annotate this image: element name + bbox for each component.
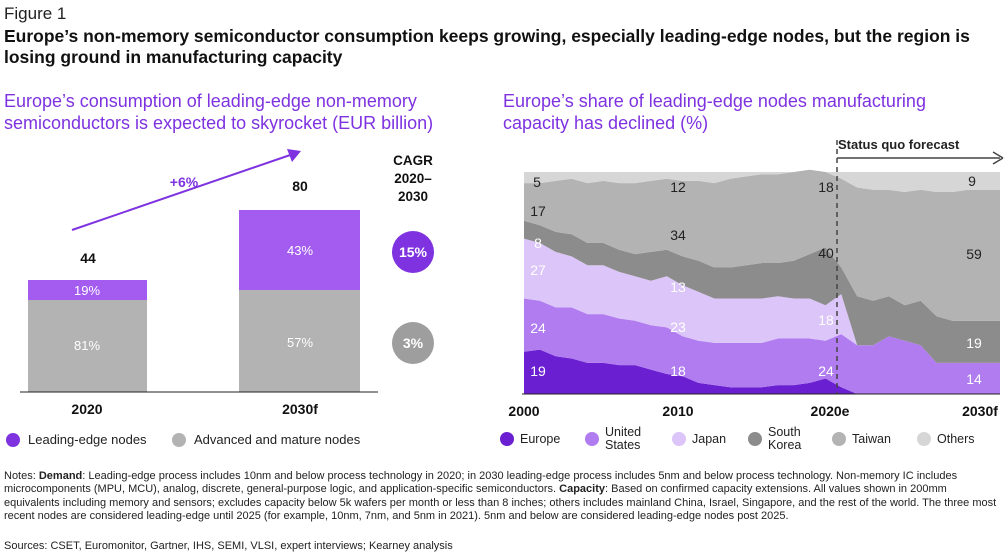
capacity-share-area-chart: Status quo forecast 5 17 8 27 24 19 12 34 13 23 18… xyxy=(508,137,1004,419)
right-x-label-2030f: 2030f xyxy=(962,403,998,419)
area-others xyxy=(524,169,1000,192)
area-value-label: 27 xyxy=(530,262,546,278)
growth-label: +6% xyxy=(170,174,199,190)
area-europe xyxy=(524,349,1000,394)
sources: Sources: CSET, Euromonitor, Gartner, IHS… xyxy=(4,540,453,552)
area-value-label: 9 xyxy=(968,173,976,189)
notes-capacity-text: : Based on confirmed capacity extensions… xyxy=(4,483,997,523)
bar-2030-mature xyxy=(239,290,360,392)
growth-arrow-line xyxy=(71,152,297,231)
cagr-value-leading: 15% xyxy=(399,244,428,260)
share-label-2030-mature: 57% xyxy=(287,335,313,350)
area-value-label: 24 xyxy=(530,320,546,336)
legend-swatch-mature xyxy=(172,432,186,447)
total-label-2030: 80 xyxy=(292,178,308,194)
legend-label-united-states: United States xyxy=(605,426,641,452)
forecast-arrow-head xyxy=(992,151,1004,165)
total-label-2020: 44 xyxy=(80,250,96,266)
legend-swatch-taiwan xyxy=(832,432,846,446)
area-japan xyxy=(524,238,1000,363)
area-layers xyxy=(524,169,1000,394)
consumption-bar-chart: 19% 81% 43% 57% 44 80 +6% 2020 2030f CAG… xyxy=(20,149,434,417)
legend-label-korea-line2: Korea xyxy=(768,438,802,452)
headline: Europe’s non-memory semiconductor consum… xyxy=(4,26,970,67)
cagr-header-1: CAGR xyxy=(393,153,433,168)
area-value-label: 12 xyxy=(670,179,686,195)
area-value-label: 13 xyxy=(670,279,686,295)
area-value-label: 18 xyxy=(670,363,686,379)
legend-item-united-states: United States xyxy=(585,426,641,452)
legend-swatch-others xyxy=(917,432,931,446)
legend-item-mature: Advanced and mature nodes xyxy=(172,432,360,447)
cagr-circle-leading xyxy=(392,231,434,273)
legend-label-japan: Japan xyxy=(692,431,727,446)
legend-swatch-europe xyxy=(500,432,514,446)
cagr-header-3: 2030 xyxy=(398,189,428,204)
legend-label-korea-line1: South xyxy=(768,425,801,439)
legend-label-taiwan: Taiwan xyxy=(852,431,891,446)
area-value-label: 34 xyxy=(670,227,686,243)
area-value-label: 19 xyxy=(966,335,982,351)
notes-capacity-label: Capacity xyxy=(559,483,605,496)
growth-arrow-head xyxy=(287,149,301,162)
x-label-2020: 2020 xyxy=(71,401,102,417)
legend-label-us-line1: United xyxy=(605,425,642,439)
area-value-label: 24 xyxy=(818,363,834,379)
legend-swatch-leading-edge xyxy=(6,432,20,447)
legend-swatch-japan xyxy=(672,432,686,446)
notes-prefix: Notes: xyxy=(4,470,39,482)
forecast-label: Status quo forecast xyxy=(838,137,960,152)
area-value-labels: 5 17 8 27 24 19 12 34 13 23 18 18 40 18 24 9 59 19 14 xyxy=(530,173,982,387)
notes-demand-text: : Leading-edge process includes 10nm and… xyxy=(4,470,958,496)
right-x-label-2000: 2000 xyxy=(508,403,539,419)
area-value-label: 18 xyxy=(818,312,834,328)
notes: Notes: Demand: Leading-edge process incl… xyxy=(4,470,1000,524)
area-value-label: 5 xyxy=(533,174,541,190)
right-chart-subtitle: Europe’s share of leading-edge nodes man… xyxy=(503,91,926,133)
legend-item-taiwan: Taiwan xyxy=(832,432,891,446)
bar-2030-leading xyxy=(239,210,360,290)
area-value-label: 40 xyxy=(818,245,834,261)
area-value-label: 19 xyxy=(530,363,546,379)
area-value-label: 59 xyxy=(966,246,982,262)
legend-swatch-south-korea xyxy=(748,432,762,446)
legend-item-leading-edge: Leading-edge nodes xyxy=(6,432,147,447)
legend-item-others: Others xyxy=(917,432,975,446)
share-label-2030-leading: 43% xyxy=(287,243,313,258)
legend-item-japan: Japan xyxy=(672,432,726,446)
area-taiwan xyxy=(524,169,1000,321)
legend-label-leading-edge: Leading-edge nodes xyxy=(28,432,147,447)
x-label-2030f: 2030f xyxy=(282,401,318,417)
share-label-2020-mature: 81% xyxy=(74,338,100,353)
area-united-states xyxy=(524,298,1000,394)
cagr-circle-mature xyxy=(392,322,434,364)
right-x-label-2020e: 2020e xyxy=(811,403,850,419)
bar-2020-leading xyxy=(28,280,147,300)
area-value-label: 8 xyxy=(534,235,542,251)
share-label-2020-leading: 19% xyxy=(74,283,100,298)
bar-2020-mature xyxy=(28,300,147,392)
area-value-label: 18 xyxy=(818,179,834,195)
cagr-header-2: 2020– xyxy=(394,171,432,186)
area-value-label: 14 xyxy=(966,371,982,387)
figure-label: Figure 1 xyxy=(4,4,67,23)
legend-label-others: Others xyxy=(937,431,975,446)
legend-item-europe: Europe xyxy=(500,432,560,446)
legend-label-south-korea: South Korea xyxy=(768,426,801,452)
notes-demand-label: Demand xyxy=(38,470,83,482)
legend-item-south-korea: South Korea xyxy=(748,426,801,452)
legend-swatch-united-states xyxy=(585,432,599,446)
area-value-label: 23 xyxy=(670,319,686,335)
cagr-value-mature: 3% xyxy=(403,335,424,351)
legend-label-us-line2: States xyxy=(605,438,641,452)
right-x-label-2010: 2010 xyxy=(662,403,693,419)
legend-label-mature: Advanced and mature nodes xyxy=(194,432,361,447)
area-value-label: 17 xyxy=(530,203,546,219)
left-chart-subtitle: Europe’s consumption of leading-edge non… xyxy=(4,91,434,133)
area-south-korea xyxy=(524,220,1000,363)
legend-label-europe: Europe xyxy=(520,431,561,446)
